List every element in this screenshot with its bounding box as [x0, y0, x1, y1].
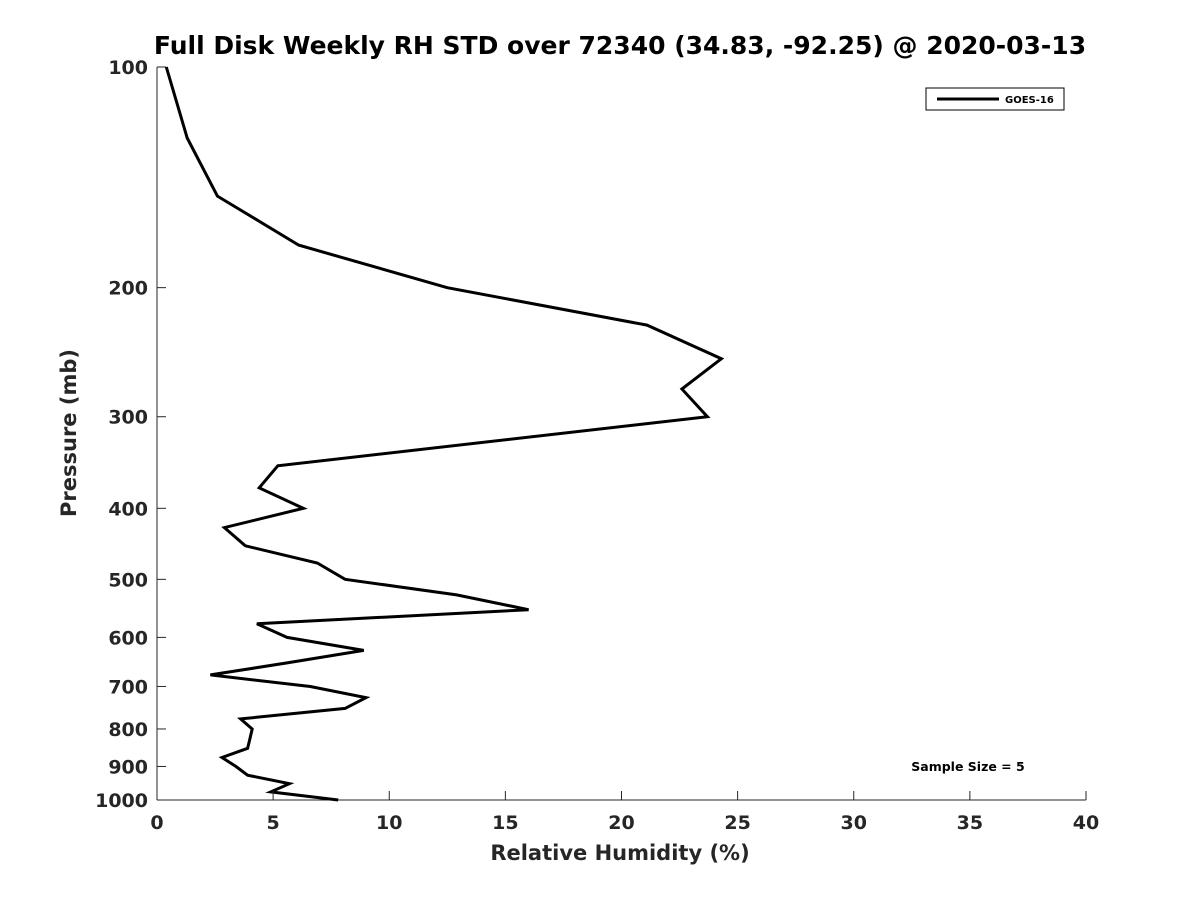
legend-label-goes-16: GOES-16	[1005, 95, 1054, 106]
y-axis: 100 200 300 400 500 600 700 800 900 1000	[95, 57, 166, 812]
x-axis: 0 5 10 15 20 25 30 35 40	[150, 791, 1099, 834]
x-tick-label: 25	[724, 812, 750, 834]
y-axis-label: Pressure (mb)	[57, 349, 81, 517]
y-tick-label: 600	[108, 627, 148, 649]
x-tick-label: 20	[608, 812, 634, 834]
plot-area	[156, 66, 1086, 802]
y-tick-label: 200	[108, 278, 148, 300]
x-tick-label: 10	[376, 812, 402, 834]
y-tick-label: 400	[108, 498, 148, 520]
x-tick-label: 40	[1073, 812, 1099, 834]
x-axis-label: Relative Humidity (%)	[490, 841, 749, 865]
x-tick-label: 30	[841, 812, 867, 834]
sample-size-note: Sample Size = 5	[911, 759, 1024, 774]
y-tick-label: 800	[108, 719, 148, 741]
chart-title: Full Disk Weekly RH STD over 72340 (34.8…	[154, 31, 1086, 60]
x-tick-label: 0	[150, 812, 163, 834]
y-tick-label: 900	[108, 756, 148, 778]
legend: GOES-16	[925, 87, 1065, 111]
y-tick-label: 100	[108, 57, 148, 79]
x-tick-label: 5	[267, 812, 280, 834]
x-tick-label: 35	[957, 812, 983, 834]
y-tick-label: 500	[108, 569, 148, 591]
x-tick-label: 15	[492, 812, 518, 834]
y-tick-label: 300	[108, 407, 148, 429]
series-line-goes-16	[164, 66, 725, 802]
y-tick-label: 1000	[95, 790, 148, 812]
y-tick-label: 700	[108, 676, 148, 698]
